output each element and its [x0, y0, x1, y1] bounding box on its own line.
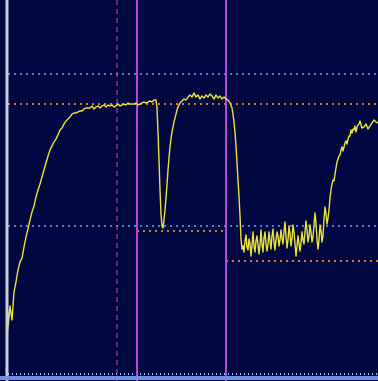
signal-trace [5, 92, 378, 372]
cursor-lines [116, 0, 227, 381]
reference-lines [8, 73, 378, 375]
